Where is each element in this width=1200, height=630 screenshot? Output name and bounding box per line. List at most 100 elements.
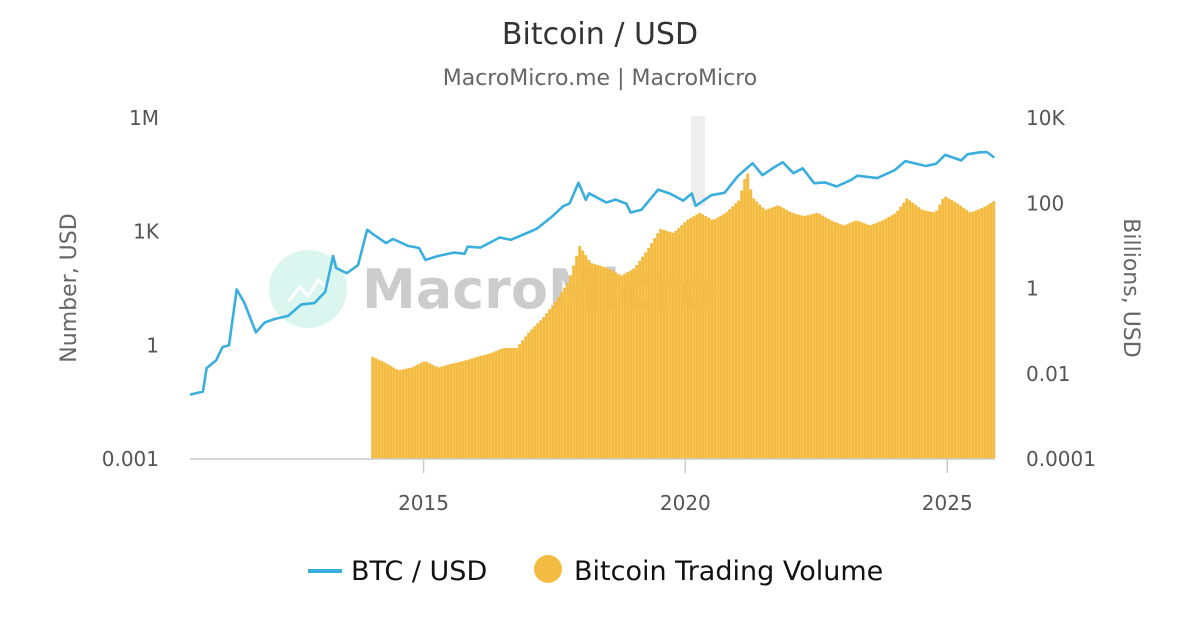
volume-bar	[599, 265, 603, 459]
volume-bar	[728, 209, 732, 459]
volume-bar	[869, 225, 873, 459]
volume-bar	[575, 255, 579, 459]
volume-bar	[662, 229, 666, 459]
left-tick-label: 1M	[129, 106, 159, 130]
volume-bar	[986, 204, 990, 459]
volume-bar	[473, 357, 477, 459]
volume-bar	[926, 211, 930, 459]
volume-bar	[701, 214, 705, 459]
volume-bar	[404, 368, 408, 459]
volume-bar	[545, 313, 549, 459]
volume-bar	[911, 202, 915, 459]
volume-bar	[566, 282, 570, 459]
volume-bar	[518, 344, 522, 459]
volume-bar	[464, 360, 468, 459]
volume-bar	[887, 217, 891, 459]
volume-bar	[767, 208, 771, 459]
volume-bar	[752, 198, 756, 459]
volume-bar	[437, 367, 441, 459]
volume-bar	[695, 214, 699, 459]
volume-bar	[536, 323, 540, 459]
volume-bar	[740, 190, 744, 460]
volume-bar	[641, 256, 645, 459]
volume-bar	[941, 198, 945, 459]
volume-bar	[854, 220, 858, 459]
volume-bar	[722, 214, 726, 459]
volume-bar	[587, 259, 591, 459]
volume-bar	[839, 224, 843, 459]
volume-bar	[632, 268, 636, 459]
volume-bar	[734, 203, 738, 459]
volume-bar	[725, 212, 729, 459]
volume-bar	[827, 219, 831, 459]
volume-bar	[467, 359, 471, 459]
volume-bar	[635, 265, 639, 459]
legend: BTC / USD Bitcoin Trading Volume	[308, 555, 883, 587]
x-tick-label: 2020	[660, 491, 711, 515]
volume-bar	[410, 367, 414, 459]
volume-bar	[521, 340, 525, 459]
volume-bar	[974, 210, 978, 459]
volume-bar	[758, 204, 762, 459]
volume-bar	[983, 206, 987, 459]
volume-bar	[938, 204, 942, 459]
legend-item-trading-volume[interactable]: Bitcoin Trading Volume	[534, 555, 883, 587]
volume-bar	[689, 217, 693, 459]
volume-bar	[956, 203, 960, 459]
volume-bar	[788, 211, 792, 459]
volume-bar	[806, 215, 810, 459]
volume-bar	[881, 220, 885, 459]
volume-bar	[653, 238, 657, 459]
volume-bar	[392, 367, 396, 459]
volume-bar	[389, 365, 393, 459]
volume-bar	[794, 213, 798, 459]
highlight-band	[691, 116, 705, 206]
volume-bar	[560, 292, 564, 459]
volume-bar	[683, 222, 687, 459]
volume-bar	[716, 217, 720, 459]
volume-bar	[776, 205, 780, 459]
left-tick-label: 1K	[133, 220, 160, 244]
volume-bar	[626, 272, 630, 459]
left-tick-label: 1	[146, 333, 159, 357]
volume-bar	[485, 354, 489, 459]
volume-bar	[917, 207, 921, 459]
volume-bar	[944, 196, 948, 459]
volume-bar	[497, 350, 501, 459]
volume-bar	[434, 366, 438, 459]
volume-bar	[980, 208, 984, 459]
volume-bar	[563, 287, 567, 459]
volume-bar	[977, 209, 981, 459]
volume-bar	[743, 179, 747, 460]
volume-bar	[530, 329, 534, 459]
volume-bar	[551, 305, 555, 459]
right-axis: 0.0001 0.01 1 100 10K	[1026, 106, 1096, 471]
volume-series	[371, 173, 996, 460]
volume-bar	[749, 189, 753, 460]
watermark-logo-icon	[269, 250, 347, 328]
volume-bar	[674, 231, 678, 459]
volume-bar	[509, 348, 513, 459]
legend-item-btc-usd[interactable]: BTC / USD	[308, 556, 487, 587]
volume-bar	[581, 250, 585, 459]
volume-bar	[578, 245, 582, 459]
volume-bar	[584, 255, 588, 459]
volume-bar	[791, 212, 795, 459]
volume-bar	[638, 260, 642, 459]
volume-bar	[416, 364, 420, 459]
volume-bar	[524, 336, 528, 459]
volume-bar	[719, 215, 723, 459]
volume-bar	[872, 224, 876, 459]
chart-subtitle: MacroMicro.me | MacroMicro	[443, 66, 758, 91]
volume-bar	[818, 213, 822, 459]
volume-bar	[746, 173, 750, 459]
x-tick-label: 2025	[922, 491, 973, 515]
volume-bar	[677, 228, 681, 459]
volume-bar	[692, 216, 696, 459]
volume-bar	[713, 219, 717, 459]
volume-bar	[449, 364, 453, 459]
volume-bar	[797, 214, 801, 459]
volume-bar	[761, 207, 765, 459]
right-tick-label: 1	[1026, 277, 1039, 301]
volume-bar	[935, 210, 939, 459]
